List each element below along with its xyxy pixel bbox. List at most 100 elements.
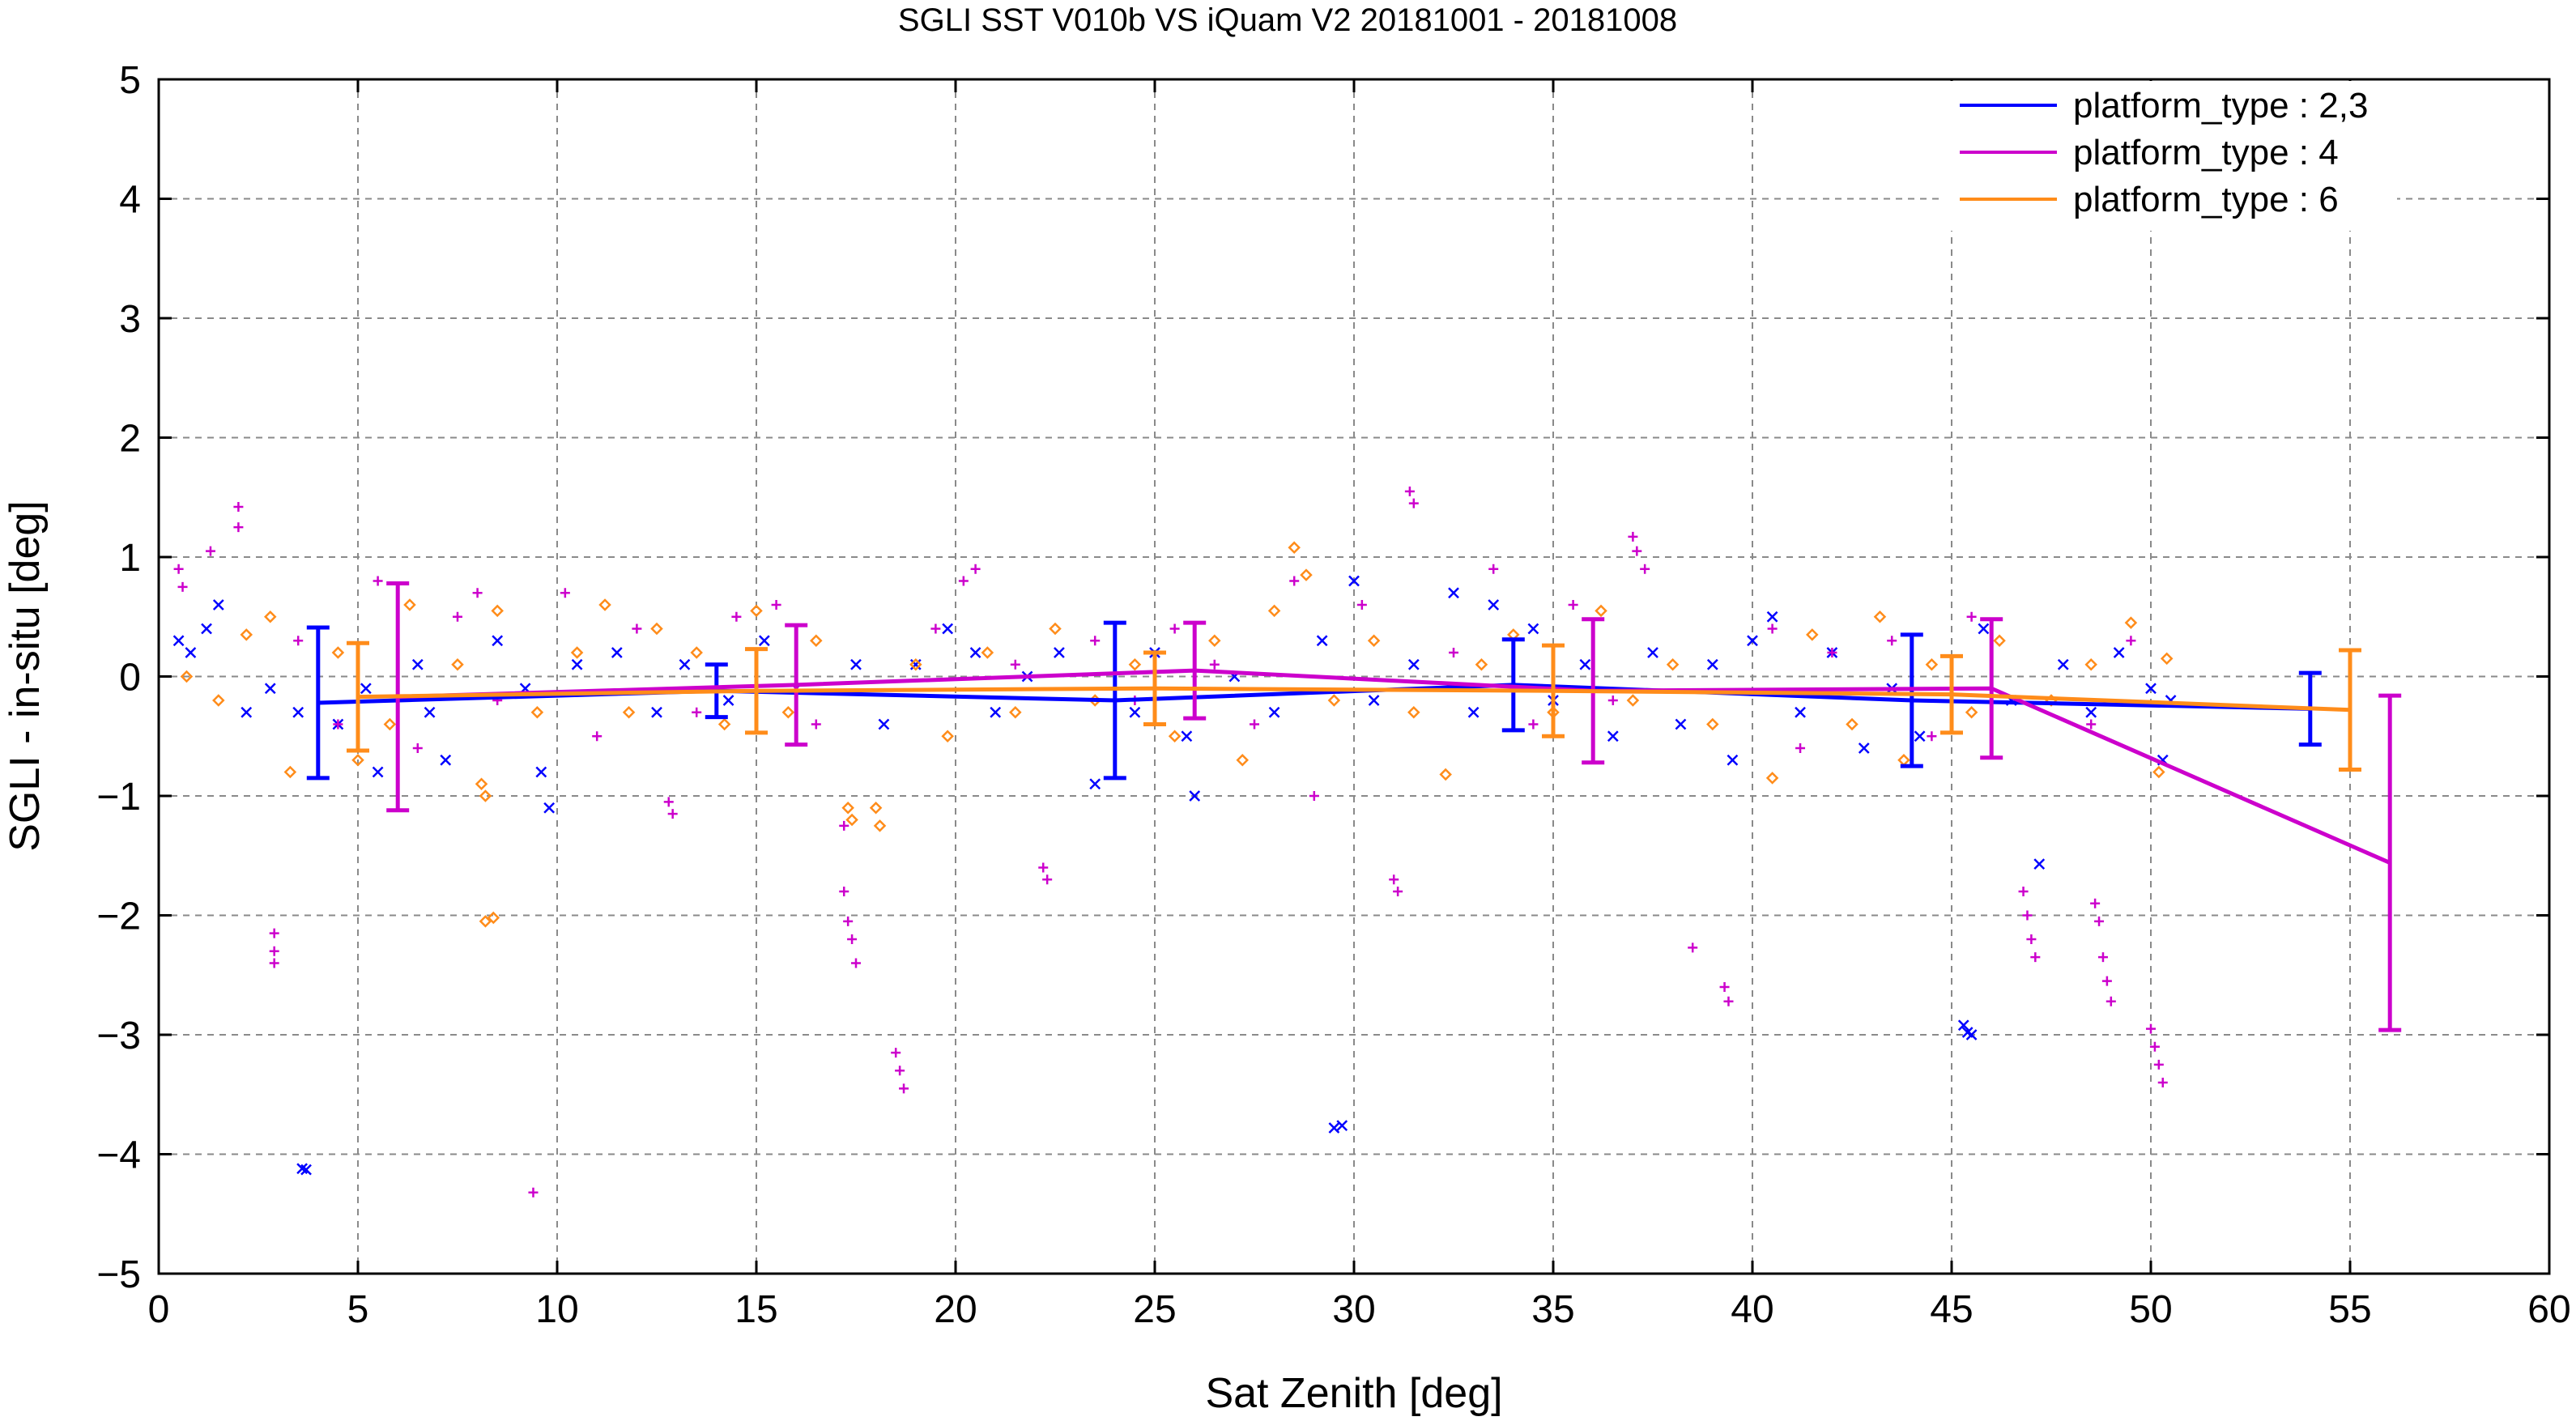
data-point <box>1407 658 1420 670</box>
data-point <box>472 588 483 598</box>
y-tick-label: −4 <box>96 1134 141 1177</box>
data-point <box>758 635 770 647</box>
data-point <box>1367 634 1381 648</box>
data-point <box>899 1083 909 1094</box>
error-bar <box>2339 648 2361 772</box>
data-point <box>2124 616 2138 629</box>
data-point <box>1628 531 1638 542</box>
data-point <box>1181 730 1193 742</box>
data-point <box>970 564 981 574</box>
data-point <box>451 657 464 671</box>
data-point <box>1927 731 1937 742</box>
data-point <box>1966 611 1977 622</box>
data-point <box>1289 576 1300 586</box>
data-point <box>1408 498 1419 508</box>
data-point <box>895 1066 905 1076</box>
error-bar <box>306 625 330 781</box>
y-tick-label: −1 <box>96 776 141 819</box>
data-point <box>942 623 954 635</box>
x-tick-label: 20 <box>934 1288 977 1331</box>
legend-label-platform-4: platform_type : 4 <box>2073 133 2339 172</box>
data-point <box>240 628 253 641</box>
data-point <box>492 635 504 647</box>
mean-line-2 <box>357 686 2351 713</box>
data-point <box>1404 486 1415 496</box>
data-point <box>453 611 462 622</box>
data-point <box>1448 587 1459 599</box>
data-point <box>598 598 611 611</box>
data-point <box>1300 568 1313 581</box>
y-axis-label: SGLI - in-situ [deg] <box>2 500 49 852</box>
error-bar <box>1143 650 1166 726</box>
data-point <box>873 819 887 832</box>
data-point <box>1336 1120 1348 1131</box>
x-tick-label: 35 <box>1531 1288 1574 1331</box>
data-point <box>667 809 678 819</box>
data-point <box>1747 635 1758 647</box>
data-point <box>440 754 452 766</box>
data-point <box>1527 623 1539 635</box>
data-point <box>781 705 795 719</box>
data-point <box>1993 634 2006 648</box>
data-point <box>1038 862 1049 873</box>
data-point <box>1042 874 1053 885</box>
y-tick-label: 1 <box>119 537 141 580</box>
legend-label-platform-6: platform_type : 6 <box>2073 180 2339 219</box>
data-point <box>331 646 345 659</box>
data-point <box>651 706 662 718</box>
data-point <box>2106 996 2116 1006</box>
data-point <box>592 731 602 742</box>
data-point <box>1368 695 1380 706</box>
data-point <box>771 600 781 610</box>
data-point <box>1647 647 1658 658</box>
data-point <box>1475 657 1488 671</box>
data-point <box>1488 599 1500 611</box>
x-tick-label: 0 <box>148 1288 170 1331</box>
data-point <box>233 522 244 533</box>
data-point <box>1607 730 1619 742</box>
data-point <box>570 646 584 659</box>
data-point <box>1666 657 1680 671</box>
data-point <box>2157 1078 2168 1087</box>
data-point <box>2033 858 2046 870</box>
data-point <box>1348 575 1360 587</box>
y-tick-label: 2 <box>119 418 141 461</box>
data-point <box>1250 719 1259 730</box>
x-tick-label: 10 <box>535 1288 578 1331</box>
data-point <box>1675 718 1687 730</box>
data-point <box>845 813 858 827</box>
x-tick-label: 15 <box>734 1288 777 1331</box>
y-tick-label: 4 <box>119 179 141 222</box>
data-point <box>1169 623 1180 634</box>
series-points-2 <box>180 541 2174 928</box>
data-point <box>212 694 225 707</box>
data-point <box>1089 778 1101 790</box>
data-point <box>1978 623 1990 635</box>
data-point <box>571 658 583 670</box>
data-point <box>2022 910 2033 921</box>
data-point <box>360 683 372 695</box>
x-tick-label: 40 <box>1731 1288 1773 1331</box>
data-point <box>1449 648 1458 657</box>
data-point <box>1723 996 1734 1006</box>
x-tick-label: 55 <box>2328 1288 2371 1331</box>
data-point <box>292 706 304 718</box>
data-point <box>543 802 556 814</box>
data-point <box>241 706 253 718</box>
data-point <box>283 765 297 779</box>
data-point <box>479 915 492 928</box>
data-point <box>1765 772 1779 785</box>
data-point <box>1595 604 1607 618</box>
data-point <box>1288 541 1301 554</box>
data-point <box>847 934 858 944</box>
data-point <box>530 705 544 719</box>
data-point <box>263 610 277 623</box>
data-point <box>1356 600 1367 610</box>
data-point <box>177 581 188 592</box>
plot-area <box>172 486 2177 1198</box>
data-point <box>2085 706 2097 718</box>
data-point <box>1189 790 1201 802</box>
data-point <box>2097 952 2108 963</box>
mean-line-1 <box>398 668 2391 865</box>
